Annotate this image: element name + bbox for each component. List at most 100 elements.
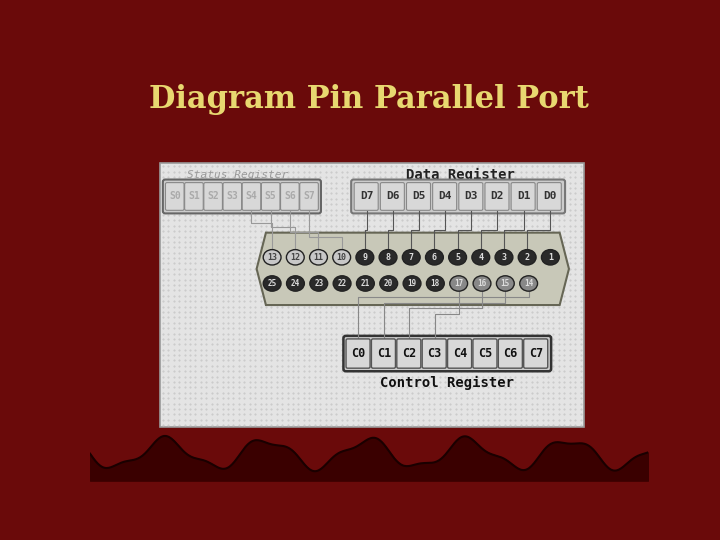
Text: 19: 19 [408, 279, 417, 288]
FancyBboxPatch shape [448, 339, 472, 368]
Text: D3: D3 [464, 192, 478, 201]
Ellipse shape [426, 249, 444, 265]
FancyBboxPatch shape [300, 183, 318, 211]
Text: D2: D2 [490, 192, 504, 201]
FancyBboxPatch shape [511, 183, 535, 211]
Ellipse shape [495, 249, 513, 265]
Text: 12: 12 [290, 253, 300, 262]
Polygon shape [256, 233, 569, 305]
FancyBboxPatch shape [351, 179, 565, 213]
Ellipse shape [356, 249, 374, 265]
Text: Status Register: Status Register [186, 170, 288, 180]
Text: 17: 17 [454, 279, 463, 288]
FancyBboxPatch shape [223, 183, 242, 211]
Text: D7: D7 [360, 192, 374, 201]
Text: C1: C1 [377, 347, 391, 360]
Text: C5: C5 [478, 347, 492, 360]
Text: D1: D1 [517, 192, 530, 201]
Text: 8: 8 [385, 253, 390, 262]
Text: 5: 5 [455, 253, 460, 262]
Text: 7: 7 [409, 253, 414, 262]
Text: S1: S1 [188, 192, 200, 201]
Ellipse shape [380, 276, 397, 291]
Text: 1: 1 [548, 253, 553, 262]
Text: 9: 9 [362, 253, 367, 262]
Text: 11: 11 [313, 253, 323, 262]
Ellipse shape [287, 249, 305, 265]
Text: 15: 15 [500, 279, 510, 288]
Ellipse shape [472, 249, 490, 265]
Ellipse shape [426, 276, 444, 291]
Ellipse shape [518, 249, 536, 265]
Text: 25: 25 [268, 279, 276, 288]
FancyBboxPatch shape [281, 183, 299, 211]
Ellipse shape [450, 276, 467, 291]
Ellipse shape [310, 276, 328, 291]
Text: Diagram Pin Parallel Port: Diagram Pin Parallel Port [149, 84, 589, 115]
FancyBboxPatch shape [261, 183, 280, 211]
FancyBboxPatch shape [422, 339, 446, 368]
Text: C2: C2 [402, 347, 416, 360]
Text: S3: S3 [226, 192, 238, 201]
FancyBboxPatch shape [459, 183, 483, 211]
Text: D4: D4 [438, 192, 451, 201]
FancyBboxPatch shape [204, 183, 222, 211]
FancyBboxPatch shape [184, 183, 203, 211]
FancyBboxPatch shape [397, 339, 420, 368]
Text: 3: 3 [501, 253, 506, 262]
Text: 6: 6 [432, 253, 437, 262]
Text: 2: 2 [525, 253, 530, 262]
Text: 16: 16 [477, 279, 487, 288]
Ellipse shape [333, 276, 351, 291]
Text: 14: 14 [524, 279, 534, 288]
Text: 21: 21 [361, 279, 370, 288]
Text: Control Register: Control Register [380, 376, 514, 390]
FancyBboxPatch shape [473, 339, 497, 368]
FancyBboxPatch shape [166, 183, 184, 211]
FancyBboxPatch shape [433, 183, 456, 211]
FancyBboxPatch shape [163, 179, 321, 213]
FancyBboxPatch shape [498, 339, 522, 368]
Text: 20: 20 [384, 279, 393, 288]
Text: 23: 23 [314, 279, 323, 288]
FancyBboxPatch shape [372, 339, 395, 368]
Ellipse shape [402, 249, 420, 265]
FancyBboxPatch shape [407, 183, 431, 211]
Text: S0: S0 [169, 192, 181, 201]
Ellipse shape [541, 249, 559, 265]
FancyBboxPatch shape [354, 183, 378, 211]
FancyBboxPatch shape [160, 164, 585, 427]
Text: C7: C7 [529, 347, 543, 360]
Ellipse shape [310, 249, 328, 265]
Ellipse shape [333, 249, 351, 265]
Text: 18: 18 [431, 279, 440, 288]
FancyBboxPatch shape [523, 339, 548, 368]
Text: 10: 10 [337, 253, 347, 262]
Text: Data Register: Data Register [406, 168, 515, 182]
FancyBboxPatch shape [380, 183, 405, 211]
Text: S7: S7 [303, 192, 315, 201]
Text: C3: C3 [428, 347, 441, 360]
Text: C6: C6 [503, 347, 518, 360]
Text: 22: 22 [338, 279, 347, 288]
Ellipse shape [264, 249, 281, 265]
Text: C4: C4 [453, 347, 467, 360]
Ellipse shape [403, 276, 421, 291]
Text: D6: D6 [386, 192, 400, 201]
FancyBboxPatch shape [343, 336, 551, 372]
FancyBboxPatch shape [346, 339, 370, 368]
Ellipse shape [264, 276, 281, 291]
Text: D0: D0 [543, 192, 557, 201]
Text: C0: C0 [351, 347, 366, 360]
Ellipse shape [496, 276, 514, 291]
Text: S5: S5 [265, 192, 276, 201]
FancyBboxPatch shape [537, 183, 562, 211]
Text: 13: 13 [267, 253, 277, 262]
Text: S4: S4 [246, 192, 257, 201]
Ellipse shape [520, 276, 538, 291]
Ellipse shape [473, 276, 491, 291]
Ellipse shape [356, 276, 374, 291]
Ellipse shape [449, 249, 467, 265]
FancyBboxPatch shape [242, 183, 261, 211]
Text: S6: S6 [284, 192, 296, 201]
